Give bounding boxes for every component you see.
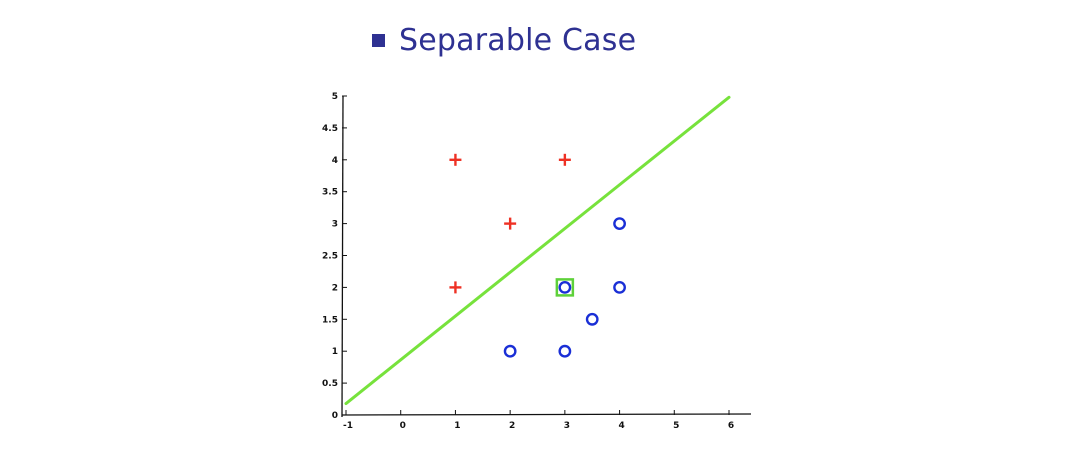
y-tick-label: 0 [332,411,338,421]
y-axis-line [341,95,344,418]
y-tick-label: 3.5 [322,188,338,198]
plus-marker [449,281,462,294]
x-tick-label: 2 [509,421,515,431]
slide-title: Separable Case [372,16,636,64]
circle-marker [558,280,572,294]
x-tick-label: -1 [343,421,353,431]
y-tick-label: 3 [332,220,338,230]
plus-marker [449,153,462,166]
y-tick-label: 2 [332,283,338,293]
circle-marker [503,344,517,358]
circle-marker [558,344,572,358]
y-tick-label: 5 [332,92,338,102]
circle-marker [585,312,599,326]
y-tick-label: 4.5 [322,124,338,134]
square-bullet-icon [372,33,385,47]
x-tick-label: 6 [728,421,734,431]
decision-boundary-line [344,95,731,406]
x-tick-label: 5 [673,421,679,431]
slide-title-text: Separable Case [399,22,637,58]
x-axis-line [341,413,752,416]
circle-marker [613,217,626,231]
circle-marker [613,280,626,294]
y-tick-label: 4 [332,156,338,166]
plus-marker [504,217,517,230]
y-tick-label: 0.5 [322,379,338,389]
x-tick-label: 1 [454,421,460,431]
x-tick-label: 0 [400,421,406,431]
x-tick-label: 3 [564,421,570,431]
y-tick-label: 1 [332,347,338,357]
y-tick-label: 1.5 [322,315,338,325]
support-vector-highlight [555,278,575,297]
plus-marker [558,153,571,166]
x-tick-label: 4 [618,421,624,431]
y-tick-label: 2.5 [322,252,338,262]
